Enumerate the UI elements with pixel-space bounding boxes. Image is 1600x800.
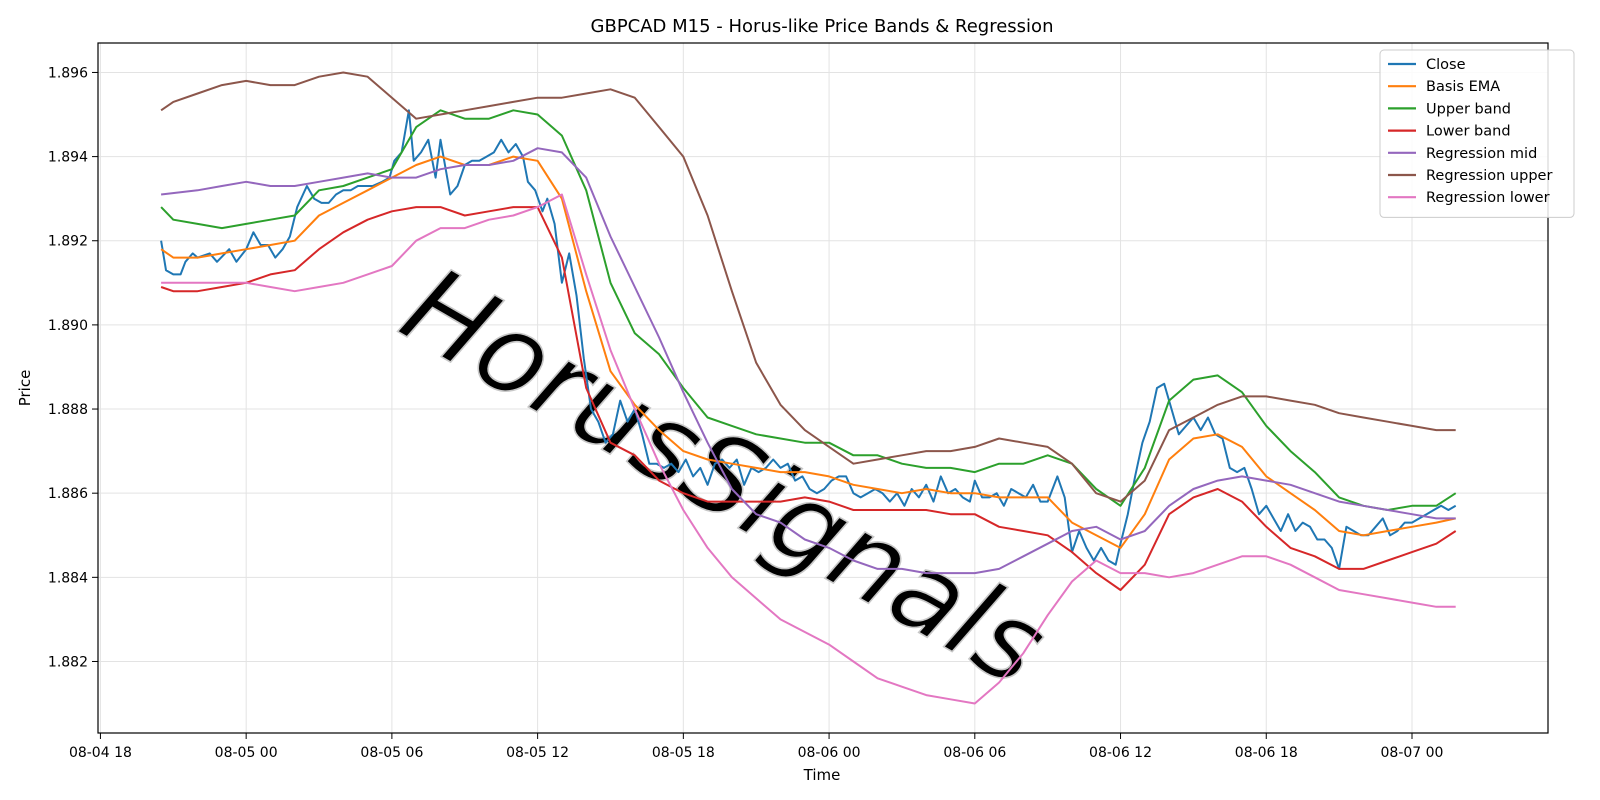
legend-label: Lower band [1426,124,1511,140]
y-tick-label: 1.896 [48,65,88,81]
series-line-regression-mid [160,147,1456,575]
y-tick-label: 1.886 [48,486,88,502]
chart-title: GBPCAD M15 - Horus-like Price Bands & Re… [591,16,1054,37]
x-tick-label: 08-04 18 [69,745,132,761]
x-tick-label: 08-06 06 [943,745,1006,761]
y-tick-label: 1.884 [48,570,88,586]
x-tick-label: 08-05 00 [215,745,278,761]
y-tick-label: 1.892 [48,234,88,250]
legend-label: Upper band [1426,101,1511,117]
y-tick-label: 1.888 [48,402,88,418]
legend: Close Basis EMA Upper band Lower band Regres… [1379,49,1575,218]
x-axis: 08-04 18 08-05 00 08-05 06 08-05 12 08-05 18… [69,733,1444,761]
x-tick-label: 08-05 12 [506,745,569,761]
x-tick-label: 08-06 12 [1089,745,1152,761]
legend-label: Regression upper [1426,168,1552,184]
series-line-regression-upper [160,71,1456,503]
x-tick-label: 08-05 18 [652,745,715,761]
y-axis-label: Price [16,370,34,407]
x-axis-label: Time [803,766,841,784]
series-line-lower-band [160,206,1457,591]
series-line-basis-ema [160,155,1456,549]
y-tick-label: 1.890 [48,318,88,334]
legend-label: Close [1426,57,1466,73]
plot-frame [97,42,1549,734]
legend-label: Regression mid [1426,146,1537,162]
series-line-regression-lower [161,193,1456,705]
series-line-upper-band [160,109,1457,511]
legend-label: Regression lower [1426,190,1550,206]
x-tick-label: 08-06 18 [1235,745,1298,761]
x-tick-label: 08-05 06 [360,745,423,761]
legend-box [1379,49,1575,218]
x-tick-label: 08-06 00 [798,745,861,761]
legend-label: Basis EMA [1426,79,1500,95]
x-tick-label: 08-07 00 [1381,745,1444,761]
y-axis: 1.882 1.884 1.886 1.888 1.890 1.892 1.894 1.896 [48,65,98,670]
series-lines [160,71,1457,705]
y-tick-label: 1.894 [48,150,88,166]
y-tick-label: 1.882 [48,654,88,670]
grid [98,43,1548,733]
